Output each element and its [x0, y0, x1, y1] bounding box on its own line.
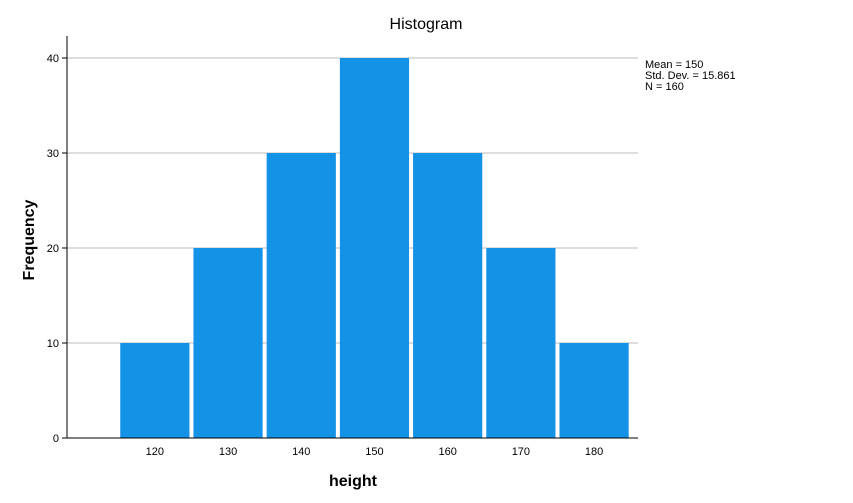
- chart-title: Histogram: [390, 16, 463, 33]
- y-axis-label: Frequency: [21, 199, 38, 280]
- histogram-bar: [266, 153, 336, 438]
- histogram-bar: [413, 153, 483, 438]
- y-tick-label: 10: [47, 338, 59, 350]
- histogram-bar: [339, 58, 410, 438]
- x-tick-label: 130: [219, 446, 237, 458]
- x-tick-label: 150: [365, 446, 383, 458]
- y-ticks: 0 10 20 30 40: [47, 53, 67, 445]
- x-tick-label: 180: [585, 446, 603, 458]
- x-axis-label: height: [329, 473, 378, 490]
- stat-std-dev: Std. Dev. = 15.861: [645, 70, 736, 82]
- stat-n: N = 160: [645, 81, 684, 93]
- x-tick-label: 120: [146, 446, 164, 458]
- y-tick-label: 0: [53, 433, 59, 445]
- bars: [120, 58, 629, 438]
- y-tick-label: 20: [47, 243, 59, 255]
- x-tick-label: 170: [512, 446, 530, 458]
- x-tick-label: 140: [292, 446, 310, 458]
- y-tick-label: 30: [47, 148, 59, 160]
- histogram-bar: [559, 343, 629, 438]
- y-tick-label: 40: [47, 53, 59, 65]
- histogram-bar: [120, 343, 190, 438]
- histogram-bar: [486, 248, 556, 438]
- histogram-bar: [193, 248, 263, 438]
- x-ticks: 120 130 140 150 160 170 180: [146, 446, 604, 458]
- stat-mean: Mean = 150: [645, 59, 703, 71]
- x-tick-label: 160: [438, 446, 456, 458]
